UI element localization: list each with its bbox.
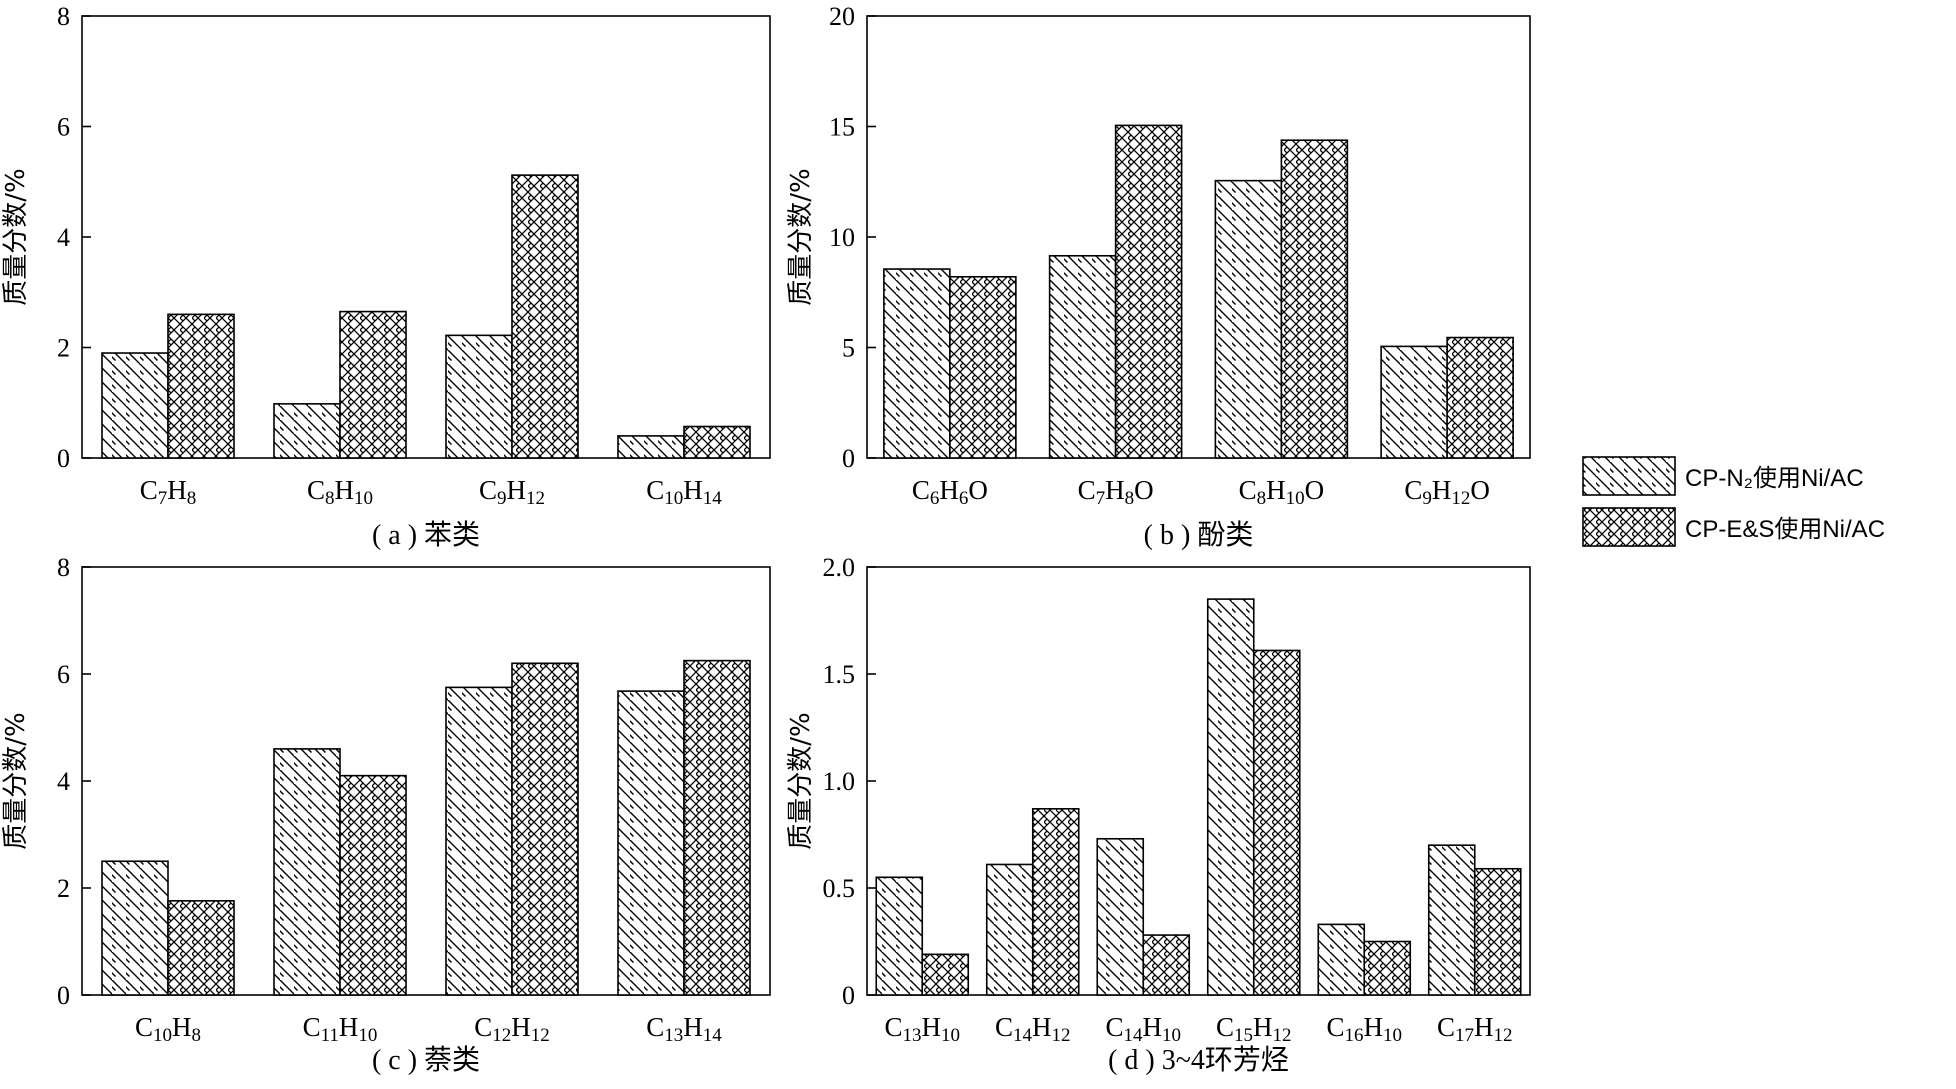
- x-category-label: C15H12: [1216, 1012, 1292, 1046]
- y-axis-label: 质量分数/%: [1, 168, 31, 305]
- x-category-label: C17H12: [1437, 1012, 1513, 1046]
- bar-a-0-series-1: [167, 313, 235, 459]
- bar-d-0-series-0: [875, 876, 924, 996]
- bar-b-2-series-1: [1280, 139, 1349, 459]
- bar-d-3-series-1: [1252, 649, 1301, 996]
- y-tick-label: 1.0: [823, 767, 856, 796]
- chart-panel-b: 0 5 10 15 20 质量分数/% C6H6O C7H8O C8H10O C9H12O ( b …: [786, 2, 1531, 551]
- y-axis-label: 质量分数/%: [786, 712, 816, 849]
- bar-c-1-series-0: [273, 748, 341, 996]
- bar-a-2-series-1: [511, 174, 579, 459]
- y-tick-label: 5: [842, 334, 855, 363]
- x-category-label: C6H6O: [912, 475, 988, 509]
- y-tick-label: 15: [829, 113, 855, 142]
- y-tick-label: 20: [829, 2, 855, 31]
- panel-caption: ( d ) 3~4环芳烃: [1108, 1044, 1289, 1076]
- y-tick-label: 0: [842, 981, 855, 1010]
- y-tick-label: 8: [57, 553, 70, 582]
- bar-b-0-series-1: [949, 275, 1017, 459]
- y-tick-label: 8: [57, 2, 70, 31]
- y-tick-label: 0: [57, 444, 70, 473]
- bar-d-5-series-1: [1473, 867, 1522, 996]
- bar-a-1-series-0: [273, 403, 341, 459]
- bar-c-3-series-0: [617, 690, 685, 996]
- bar-b-2-series-0: [1214, 179, 1283, 459]
- bar-c-2-series-1: [511, 662, 579, 996]
- bar-d-5-series-0: [1427, 844, 1476, 996]
- y-tick-label: 10: [829, 223, 855, 252]
- legend-swatch-hatch: [1582, 456, 1676, 496]
- bar-b-1-series-1: [1114, 124, 1183, 459]
- x-category-label: C16H10: [1326, 1012, 1402, 1046]
- x-category-label: C9H12O: [1404, 475, 1490, 509]
- bar-c-3-series-1: [683, 659, 751, 996]
- bar-a-1-series-1: [339, 310, 407, 459]
- bar-d-1-series-1: [1031, 808, 1080, 996]
- x-category-label: C11H10: [303, 1012, 378, 1046]
- bar-c-2-series-0: [445, 686, 513, 996]
- bar-d-2-series-1: [1142, 934, 1191, 996]
- x-category-label: C8H10: [307, 475, 373, 509]
- bar-c-0-series-1: [167, 900, 235, 996]
- x-category-label: C14H10: [1105, 1012, 1181, 1046]
- bar-b-3-series-1: [1446, 336, 1514, 459]
- bar-a-2-series-0: [445, 334, 513, 459]
- y-tick-label: 4: [57, 223, 70, 252]
- x-category-label: C13H10: [884, 1012, 960, 1046]
- x-category-label: C13H14: [646, 1012, 722, 1046]
- y-tick-label: 4: [57, 767, 70, 796]
- panel-caption: ( b ) 酚类: [1144, 519, 1254, 551]
- x-category-label: C10H14: [646, 475, 722, 509]
- panel-caption: ( c ) 萘类: [372, 1044, 480, 1076]
- x-category-label: C10H8: [135, 1012, 201, 1046]
- y-axis-label: 质量分数/%: [1, 712, 31, 849]
- x-category-label: C7H8O: [1078, 475, 1154, 509]
- bar-a-3-series-0: [617, 435, 685, 459]
- y-tick-label: 2: [57, 334, 70, 363]
- y-tick-label: 1.5: [823, 660, 856, 689]
- x-category-label: C7H8: [140, 475, 197, 509]
- bar-d-3-series-0: [1206, 598, 1255, 996]
- bar-b-1-series-0: [1048, 254, 1117, 459]
- x-category-label: C9H12: [479, 475, 545, 509]
- legend-label-es: CP-E&S使用Ni/AC: [1685, 516, 1885, 543]
- panel-caption: ( a ) 苯类: [372, 519, 480, 551]
- legend-swatch-crosshatch: [1582, 507, 1676, 547]
- bar-a-0-series-0: [101, 352, 169, 459]
- chart-panel-a: 0 2 4 6 8 质量分数/% C7H8 C8H10 C9H12 C10H14 ( a ) 苯类: [1, 2, 771, 551]
- bar-d-4-series-0: [1317, 923, 1366, 996]
- bar-c-0-series-0: [101, 860, 169, 996]
- chart-panel-d: 0 0.5 1.0 1.5 2.0 质量分数/% C13H10 C14H12 C14H10 C15…: [786, 553, 1531, 1076]
- y-tick-label: 0: [842, 444, 855, 473]
- y-tick-label: 2.0: [823, 553, 856, 582]
- bar-d-2-series-0: [1096, 837, 1145, 996]
- bar-a-3-series-1: [683, 425, 751, 459]
- y-tick-label: 0: [57, 981, 70, 1010]
- chart-panel-c: 0 2 4 6 8 质量分数/% C10H8 C11H10 C12H12 C13H14 ( c ) …: [1, 553, 771, 1076]
- x-category-label: C12H12: [474, 1012, 550, 1046]
- bar-c-1-series-1: [339, 774, 407, 996]
- y-axis-label: 质量分数/%: [786, 168, 816, 305]
- legend: CP-N₂使用Ni/AC CP-E&S使用Ni/AC: [1582, 456, 1885, 547]
- y-tick-label: 2: [57, 874, 70, 903]
- bar-d-1-series-0: [985, 863, 1034, 996]
- legend-label-n2: CP-N₂使用Ni/AC: [1685, 465, 1864, 492]
- bar-b-3-series-0: [1380, 345, 1448, 459]
- y-tick-label: 6: [57, 113, 70, 142]
- y-tick-label: 0.5: [823, 874, 856, 903]
- bar-d-0-series-1: [921, 953, 970, 996]
- bar-d-4-series-1: [1363, 940, 1412, 996]
- x-category-label: C14H12: [995, 1012, 1071, 1046]
- x-category-label: C8H10O: [1239, 475, 1325, 509]
- bar-b-0-series-0: [883, 268, 951, 459]
- y-tick-label: 6: [57, 660, 70, 689]
